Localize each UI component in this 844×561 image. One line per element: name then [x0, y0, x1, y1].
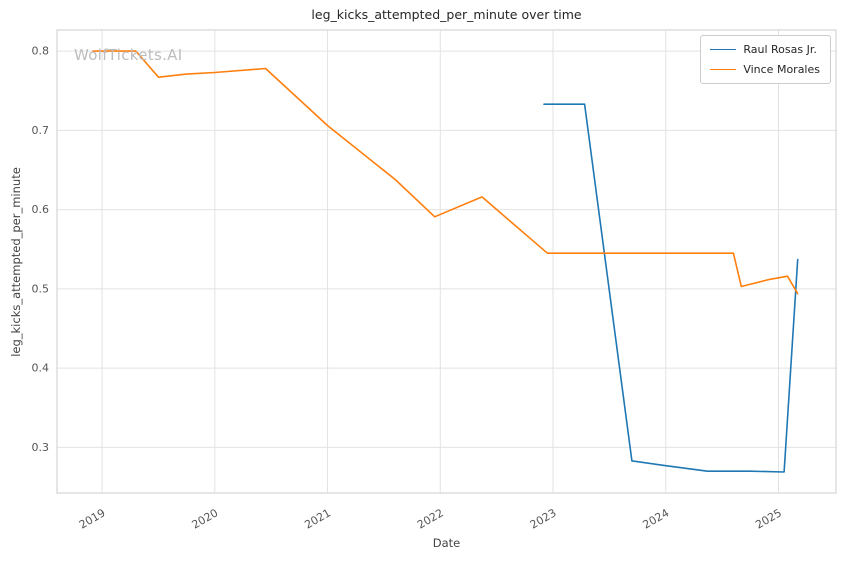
chart-title: leg_kicks_attempted_per_minute over time: [311, 7, 582, 22]
x-tick-label: 2025: [753, 506, 784, 531]
y-tick-label: 0.6: [32, 203, 50, 216]
x-tick-label: 2021: [302, 506, 333, 531]
plot-border: [56, 29, 837, 494]
legend-swatch: [710, 69, 737, 70]
legend-label: Raul Rosas Jr.: [743, 43, 817, 56]
x-tick-label: 2019: [77, 506, 108, 531]
series-line-raul-rosas-jr: [543, 103, 799, 473]
x-tick-label: 2024: [641, 506, 672, 531]
y-tick-label: 0.3: [32, 441, 50, 454]
legend-swatch: [710, 49, 737, 50]
watermark: WolfTickets.AI: [74, 46, 183, 64]
y-tick-label: 0.7: [32, 124, 50, 137]
legend-entry: Raul Rosas Jr.: [710, 43, 820, 56]
y-tick-label: 0.5: [32, 282, 50, 295]
series-line-vince-morales: [92, 50, 799, 295]
x-tick-label: 2020: [190, 506, 221, 531]
x-tick-label: 2022: [415, 506, 446, 531]
y-tick-label: 0.4: [32, 362, 50, 375]
legend-entry: Vince Morales: [710, 63, 820, 76]
x-tick-label: 2023: [528, 506, 559, 531]
legend-label: Vince Morales: [743, 63, 820, 76]
y-axis-label: leg_kicks_attempted_per_minute: [9, 167, 23, 357]
legend: Raul Rosas Jr. Vince Morales: [700, 35, 831, 84]
y-tick-label: 0.8: [32, 45, 50, 58]
x-axis-label: Date: [432, 536, 461, 550]
